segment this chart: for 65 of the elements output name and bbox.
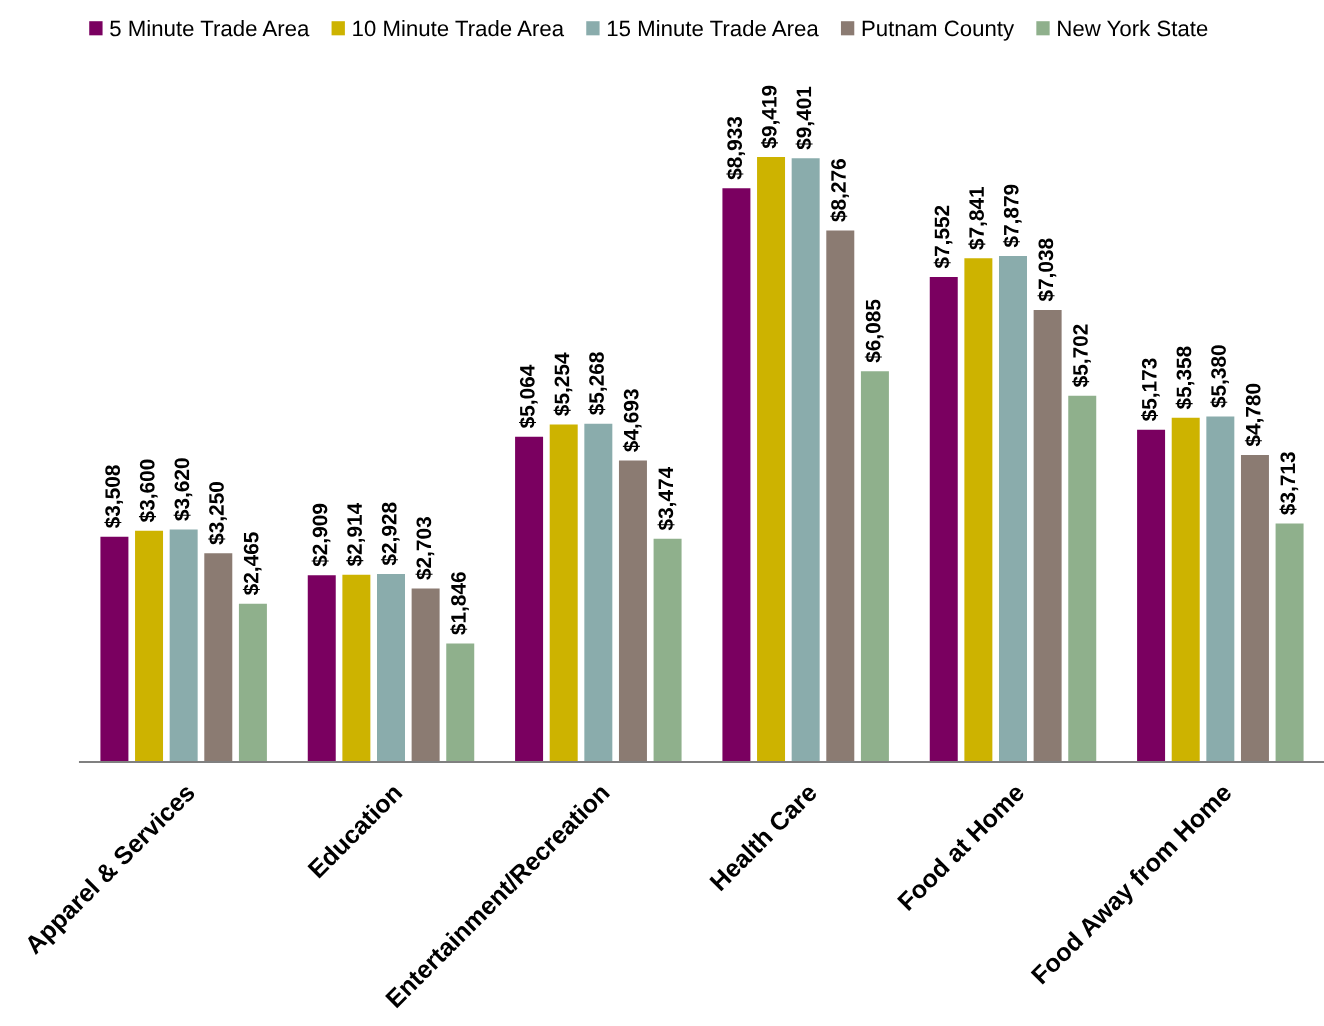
bar	[722, 188, 751, 762]
data-label: $5,702	[1072, 324, 1091, 388]
data-label: $3,474	[657, 466, 677, 531]
data-label: $3,508	[104, 465, 124, 529]
data-label: $2,909	[311, 503, 331, 567]
bar	[1033, 309, 1062, 762]
legend-label: 5 Minute Trade Area	[110, 20, 310, 37]
data-label: $9,401	[795, 86, 815, 150]
data-label: $7,038	[1037, 238, 1057, 302]
data-label: $2,703	[415, 517, 435, 580]
bar	[1137, 429, 1166, 762]
data-label: $5,254	[553, 352, 573, 416]
bar	[653, 538, 682, 762]
bar	[1068, 395, 1097, 762]
bar	[307, 575, 336, 762]
data-label: $3,600	[138, 459, 158, 523]
bar	[964, 258, 993, 762]
data-label: $2,465	[242, 532, 262, 596]
bar	[446, 643, 475, 762]
legend-label: New York State	[1058, 20, 1208, 37]
bar	[791, 158, 820, 762]
bar	[377, 573, 405, 762]
data-label: $4,693	[622, 389, 642, 452]
bar	[549, 424, 578, 762]
bar	[618, 460, 647, 762]
bar	[411, 588, 440, 762]
bar	[1240, 454, 1269, 762]
bar	[169, 529, 198, 762]
bar	[515, 436, 544, 762]
data-label: $7,552	[933, 205, 953, 269]
data-label: $4,780	[1244, 383, 1264, 447]
bar	[342, 574, 371, 762]
data-label: $6,085	[864, 299, 884, 363]
bar	[860, 371, 889, 762]
bar	[1206, 416, 1235, 762]
data-label: $3,713	[1279, 452, 1299, 515]
data-label: $5,380	[1210, 345, 1229, 408]
bar	[999, 255, 1027, 762]
data-label: $8,933	[726, 116, 746, 180]
bar	[238, 603, 267, 762]
bar	[757, 157, 786, 762]
bar	[204, 553, 233, 762]
bar	[584, 423, 613, 762]
bar	[100, 536, 129, 762]
data-label: $9,419	[760, 85, 780, 149]
data-label: $7,841	[968, 186, 987, 250]
legend-label: 10 Minute Trade Area	[353, 20, 565, 37]
bar	[1275, 523, 1304, 762]
bar	[1171, 417, 1200, 762]
bar	[929, 276, 958, 762]
data-label: $5,173	[1141, 358, 1160, 422]
data-label: $1,846	[450, 572, 469, 635]
data-label: $8,276	[830, 159, 849, 222]
data-label: $3,620	[173, 458, 193, 521]
data-label: $5,064	[519, 364, 538, 429]
data-label: $3,250	[208, 482, 227, 545]
bar	[826, 230, 855, 762]
bar	[135, 530, 164, 762]
legend-label: Putnam County	[862, 20, 1015, 41]
data-label: $2,928	[380, 502, 400, 566]
data-label: $2,914	[346, 502, 365, 567]
data-label: $5,358	[1175, 346, 1195, 410]
data-label: $5,268	[588, 352, 607, 416]
legend-label: 15 Minute Trade Area	[607, 20, 819, 37]
data-label: $7,879	[1002, 184, 1022, 248]
